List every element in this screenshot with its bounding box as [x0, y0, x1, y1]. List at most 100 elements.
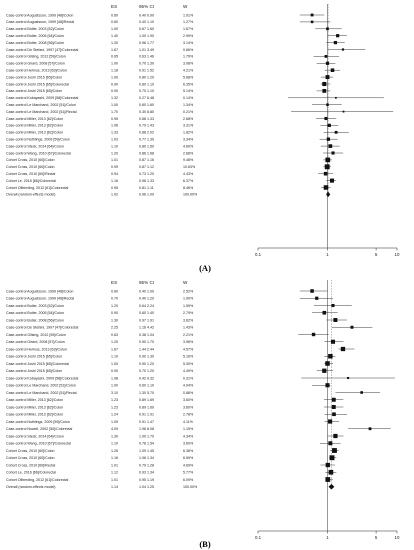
study-weight-box: [360, 391, 363, 394]
overall-label: Overall (random-effects model): [6, 193, 55, 197]
weight-value: 3.96%: [183, 340, 194, 344]
effect-size-value: 2.25: [111, 326, 118, 330]
study-weight-box: [331, 397, 336, 402]
study-label: Case-control Joshi 2015 [65]/Colorectal: [6, 362, 69, 366]
study-weight-box: [324, 116, 328, 121]
effect-size-value: 0.95: [111, 186, 118, 190]
study-weight-box: [332, 448, 337, 453]
weight-value: 8.46%: [183, 186, 194, 190]
confidence-interval-value: 0.80 1.50: [139, 144, 154, 148]
weight-value: 4.04%: [183, 384, 194, 388]
x-tick-label: 1: [326, 535, 329, 540]
panel-label: (A): [199, 263, 211, 273]
study-weight-box: [350, 325, 354, 329]
confidence-interval-value: 0.91 1.52: [139, 69, 154, 73]
effect-size-value: 0.70: [111, 297, 118, 301]
confidence-interval-value: 1.44 2.44: [139, 347, 154, 351]
weight-value: 4.60%: [183, 144, 194, 148]
study-label: Case-control Joshi 2015 [65]/Colon: [6, 89, 62, 93]
effect-size-value: 4.09: [111, 427, 118, 431]
effect-size-value: 1.20: [111, 304, 118, 308]
weight-value: 6.09%: [183, 478, 194, 482]
study-label: Cohort Le, 2016 [66]/Colorectal: [6, 179, 56, 183]
weight-value: 4.43%: [183, 172, 194, 176]
confidence-interval-value: 0.91 1.47: [139, 420, 154, 424]
effect-size-value: 1.30: [111, 318, 118, 322]
study-weight-box: [330, 339, 336, 344]
effect-size-value: 1.00: [111, 62, 118, 66]
effect-size-value: 1.67: [111, 347, 118, 351]
study-label: Cohort Cross, 2010 [60]/Colon: [6, 456, 55, 460]
study-label: Case-control Girard, 2008 [57]/Colon: [6, 340, 65, 344]
study-label: Case-control Kobayashi, 2009 [58]/Colore…: [6, 376, 79, 380]
confidence-interval-value: 0.27 6.48: [139, 96, 154, 100]
confidence-interval-value: 0.77 1.39: [139, 138, 154, 142]
overall-label: Overall (random-effects model): [6, 485, 55, 489]
study-label: Case-control Miller, 2013 [62]/Colon: [6, 398, 63, 402]
weight-value: 5.14%: [183, 89, 194, 93]
effect-size-value: 1.18: [111, 69, 118, 73]
weight-value: 5.16%: [183, 355, 194, 359]
confidence-interval-value: 0.95 1.19: [139, 478, 154, 482]
study-weight-box: [325, 75, 330, 80]
weight-value: 10.63%: [183, 165, 196, 169]
effect-size-value: 1.06: [111, 124, 118, 128]
weight-value: 6.35%: [183, 82, 194, 86]
confidence-interval-value: 0.90 1.70: [139, 340, 154, 344]
study-label: Case-control Joshi 2015 [65]/Colorectal: [6, 82, 69, 86]
weight-value: 2.99%: [183, 34, 194, 38]
effect-size-value: 1.01: [111, 158, 118, 162]
effect-size-value: 1.01: [111, 478, 118, 482]
study-label: Case-control Augustsson, 1999 [48]/Recta…: [6, 20, 74, 24]
effect-size-value: 1.40: [111, 34, 118, 38]
panel-label: (B): [199, 539, 211, 549]
confidence-interval-value: 0.60 1.60: [139, 103, 154, 107]
effect-size-value: 0.94: [111, 172, 118, 176]
confidence-interval-value: 0.67 1.60: [139, 27, 154, 31]
effect-size-value: 1.16: [111, 456, 118, 460]
confidence-interval-value: 0.38 1.04: [139, 333, 154, 337]
confidence-interval-value: 0.97 1.91: [139, 318, 154, 322]
effect-size-value: 1.33: [111, 131, 118, 135]
confidence-interval-value: 0.81 1.11: [139, 186, 154, 190]
effect-size-value: 0.95: [111, 55, 118, 59]
confidence-interval-value: 0.87 1.16: [139, 158, 154, 162]
study-label: Case-control Augustsson, 1999 [48]/Recta…: [6, 297, 74, 301]
study-label: Case-control Miller, 2013 [62]/Colon: [6, 124, 63, 128]
study-label: Case-control Augustsson, 1999 [48]/Colon: [6, 13, 73, 17]
study-weight-box: [324, 55, 328, 58]
weight-value: 1.15%: [183, 427, 194, 431]
effect-size-value: 1.09: [111, 420, 118, 424]
weight-value: 3.62%: [183, 318, 194, 322]
study-weight-box: [327, 123, 331, 128]
weight-value: 0.31%: [183, 376, 194, 380]
weight-value: 1.27%: [183, 20, 194, 24]
study-label: Case-control Le Marchand, 2002 [51]/Colo…: [6, 103, 76, 107]
study-label: Case-control Butler, 2003 [52]/Colon: [6, 304, 64, 308]
study-label: Case-control Butler, 2008 [56]/Colon: [6, 318, 64, 322]
x-tick-label: 10: [395, 252, 400, 257]
weight-value: 2.79%: [183, 311, 194, 315]
confidence-interval-value: 0.60 1.10: [139, 384, 154, 388]
confidence-interval-value: 0.73 1.20: [139, 172, 154, 176]
effect-size-value: 3.10: [111, 391, 118, 395]
weight-value: 4.49%: [183, 369, 194, 373]
study-weight-box: [340, 346, 346, 352]
confidence-interval-value: 0.90 1.20: [139, 362, 154, 366]
weight-value: 5.77%: [183, 471, 194, 475]
effect-size-value: 0.60: [111, 289, 118, 293]
study-weight-box: [333, 40, 338, 45]
confidence-interval-value: 0.89 1.69: [139, 398, 154, 402]
study-weight-box: [331, 405, 336, 409]
study-weight-box: [329, 178, 335, 183]
study-weight-box: [322, 368, 327, 373]
weight-value: 3.34%: [183, 138, 194, 142]
study-weight-box: [325, 383, 330, 388]
confidence-interval-value: 0.91 1.91: [139, 413, 154, 417]
effect-size-value: 0.60: [111, 20, 118, 24]
effect-size-value: 1.00: [111, 103, 118, 107]
effect-size-value: 1.00: [111, 27, 118, 31]
study-label: Cohort Cross, 2010 [60]/Rectal: [6, 463, 56, 467]
weight-value: 4.34%: [183, 434, 194, 438]
overall-effect-diamond: [328, 483, 335, 490]
